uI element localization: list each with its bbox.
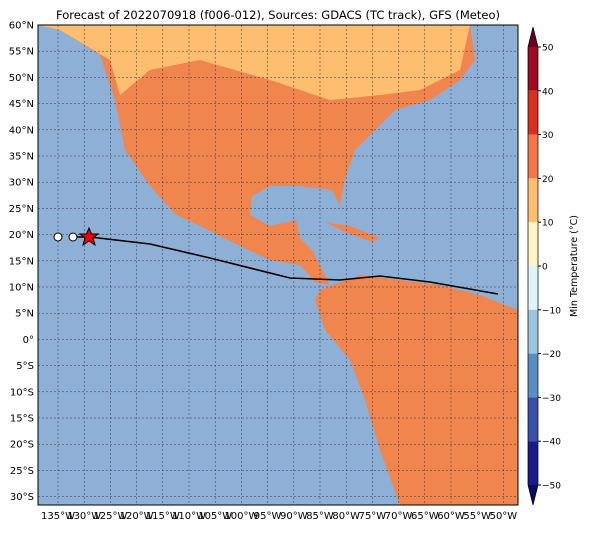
colorbar: 50 40 30 20 10 0 −10 −20 −30 −40 −50 bbox=[527, 26, 561, 506]
colorbar-tick-label: 50 bbox=[542, 44, 554, 54]
colorbar-extend-max bbox=[528, 27, 538, 47]
colorbar-label: Min Temperature (°C) bbox=[569, 215, 580, 317]
lat-label: 35°N bbox=[9, 152, 34, 163]
colorbar-tick-label: −40 bbox=[542, 438, 561, 448]
lon-label: 90°W bbox=[280, 511, 308, 522]
map-frame bbox=[37, 24, 519, 506]
colorbar-tick-label: −30 bbox=[542, 394, 561, 404]
lat-label: 30°N bbox=[9, 178, 34, 189]
cuba bbox=[325, 222, 380, 242]
lat-label: 10°N bbox=[9, 283, 34, 294]
track-point bbox=[53, 232, 63, 242]
colorbar-tick-label: 30 bbox=[542, 131, 554, 141]
colorbar-segment bbox=[528, 47, 538, 91]
lat-label: 5°S bbox=[16, 361, 34, 372]
colorbar-segment bbox=[528, 266, 538, 310]
lon-label: 95°W bbox=[254, 511, 282, 522]
lon-label: 130°W bbox=[67, 511, 101, 522]
colorbar-tick-label: −10 bbox=[542, 306, 561, 316]
colorbar-tick-label: 0 bbox=[542, 263, 548, 273]
lat-label: 45°N bbox=[9, 99, 34, 110]
lat-label: 55°N bbox=[9, 47, 34, 58]
colorbar-tick-label: 40 bbox=[542, 87, 554, 97]
lon-label: 50°W bbox=[490, 511, 518, 522]
lon-label: 85°W bbox=[306, 511, 334, 522]
lat-label: 5°N bbox=[15, 309, 34, 320]
lon-label: 75°W bbox=[359, 511, 387, 522]
colorbar-segment bbox=[528, 353, 538, 398]
lon-label: 115°W bbox=[146, 511, 180, 522]
colorbar-segment bbox=[528, 397, 538, 442]
colorbar-tick-label: 10 bbox=[542, 219, 554, 229]
lon-label: 125°W bbox=[93, 511, 127, 522]
graticule bbox=[38, 24, 518, 505]
lat-label: 50°N bbox=[9, 73, 34, 84]
lat-label: 15°N bbox=[9, 256, 34, 267]
colorbar-tick-label: 20 bbox=[542, 175, 554, 185]
colorbar-segment bbox=[528, 222, 538, 266]
lon-label: 55°W bbox=[463, 511, 491, 522]
lat-label: 30°S bbox=[10, 492, 34, 503]
lat-label: 15°S bbox=[10, 414, 34, 425]
lon-label: 135°W bbox=[41, 511, 75, 522]
lon-label: 70°W bbox=[385, 511, 413, 522]
current-position bbox=[78, 226, 100, 247]
lat-label: 60°N bbox=[9, 21, 34, 32]
lat-label: 10°S bbox=[10, 387, 34, 398]
colorbar-segment bbox=[528, 441, 538, 485]
lon-label: 100°W bbox=[224, 511, 258, 522]
map-title: Forecast of 2022070918 (f006-012), Sourc… bbox=[56, 8, 500, 22]
colorbar-extend-min bbox=[528, 485, 538, 505]
lat-label: 25°S bbox=[10, 466, 34, 477]
tc-track bbox=[72, 236, 499, 295]
lat-label: 40°N bbox=[9, 125, 34, 136]
colorbar-tick-label: −50 bbox=[542, 482, 561, 492]
colorbar-tick-label: −20 bbox=[542, 350, 561, 360]
north-america-cool bbox=[38, 25, 470, 100]
lon-label: 65°W bbox=[411, 511, 439, 522]
lat-label: 20°N bbox=[9, 230, 34, 241]
lon-label: 60°W bbox=[437, 511, 465, 522]
lon-label: 105°W bbox=[198, 511, 232, 522]
lat-label: 25°N bbox=[9, 204, 34, 215]
colorbar-segment bbox=[528, 134, 538, 179]
colorbar-segment bbox=[528, 309, 538, 354]
colorbar-segment bbox=[528, 90, 538, 135]
south-america bbox=[315, 275, 518, 505]
lat-label: 20°S bbox=[10, 440, 34, 451]
colorbar-segment bbox=[528, 178, 538, 223]
lon-label: 120°W bbox=[120, 511, 154, 522]
track-point bbox=[68, 232, 78, 242]
lat-label: 0° bbox=[23, 335, 34, 346]
lon-label: 80°W bbox=[332, 511, 360, 522]
lon-label: 110°W bbox=[172, 511, 206, 522]
